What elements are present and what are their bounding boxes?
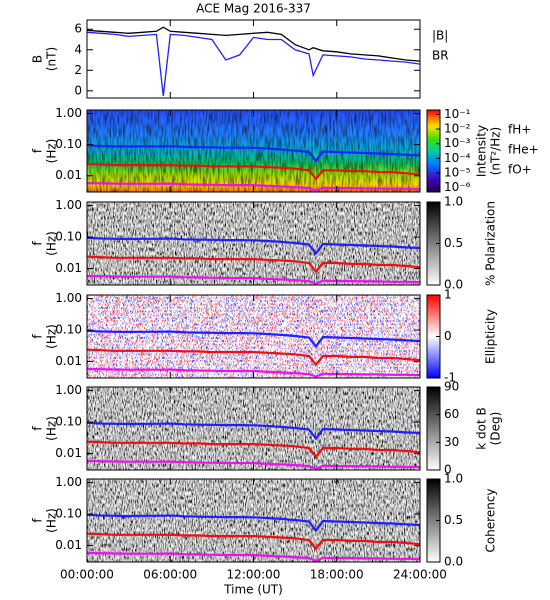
series-line bbox=[86, 31, 421, 96]
y-tick-label: 1.00 bbox=[55, 106, 82, 120]
colorbar-tick-label: 1 bbox=[444, 288, 452, 302]
y-axis-label: B bbox=[31, 55, 45, 63]
spectrogram-texture bbox=[87, 295, 420, 378]
y-axis-label: f bbox=[31, 148, 45, 153]
y-axis-label: f bbox=[31, 426, 45, 431]
y-tick-label: 0.01 bbox=[55, 446, 82, 460]
y-tick-label: 1.00 bbox=[55, 291, 82, 305]
y-axis-label: (Hz) bbox=[45, 231, 59, 256]
colorbar-tick-label: 0.0 bbox=[444, 555, 463, 569]
y-tick-label: 0.01 bbox=[55, 354, 82, 368]
y-axis-label: f bbox=[31, 241, 45, 246]
y-tick-label: 0.10 bbox=[55, 415, 82, 429]
spectrogram-texture bbox=[87, 479, 420, 562]
chart-title: ACE Mag 2016-337 bbox=[196, 2, 311, 16]
legend-entry: |B| bbox=[432, 29, 448, 43]
colorbar-tick-label: 10⁻¹ bbox=[444, 107, 471, 121]
y-axis-label: (nT) bbox=[45, 47, 59, 71]
colorbar-tick-label: 60 bbox=[444, 407, 459, 421]
series-line bbox=[86, 421, 421, 441]
y-tick-label: 6 bbox=[74, 22, 82, 36]
x-axis-label: Time (UT) bbox=[223, 583, 283, 597]
y-axis-label: (Hz) bbox=[45, 324, 59, 349]
colorbar-label: Ellipticity bbox=[484, 309, 498, 364]
x-tick-label: 12:00:00 bbox=[227, 568, 281, 582]
y-tick-label: 0.01 bbox=[55, 538, 82, 552]
x-tick-label: 00:00:00 bbox=[60, 568, 114, 582]
colorbar-tick-label: 0.5 bbox=[444, 236, 463, 250]
colorbar-tick-label: 0 bbox=[444, 463, 452, 477]
colorbar-label: k dot B bbox=[475, 407, 489, 449]
colorbar-label: Intensity bbox=[475, 125, 489, 177]
spectrogram-texture bbox=[87, 110, 420, 192]
colorbar-tick-label: 10⁻³ bbox=[444, 136, 471, 150]
y-axis-label: (Hz) bbox=[45, 416, 59, 441]
y-axis-label: (Hz) bbox=[45, 139, 59, 164]
y-axis-label: f bbox=[31, 334, 45, 339]
spectrogram-texture bbox=[87, 202, 420, 285]
y-tick-label: 0.01 bbox=[55, 261, 82, 275]
series-line bbox=[86, 348, 421, 367]
y-tick-label: 1.00 bbox=[55, 198, 82, 212]
series-line bbox=[86, 26, 421, 62]
legend-entry: fHe+ bbox=[508, 143, 539, 157]
series-line bbox=[86, 532, 421, 551]
colorbar-tick-label: 0 bbox=[444, 329, 452, 343]
colorbar-tick-label: 10⁻⁴ bbox=[444, 151, 471, 165]
series-line bbox=[86, 236, 421, 256]
y-tick-label: 2 bbox=[74, 63, 82, 77]
colorbar-tick-label: 30 bbox=[444, 435, 459, 449]
legend-entry: fH+ bbox=[508, 123, 531, 137]
y-tick-label: 4 bbox=[74, 42, 82, 56]
series-line bbox=[86, 459, 421, 470]
series-line bbox=[86, 367, 421, 378]
series-line bbox=[86, 182, 421, 192]
series-line bbox=[86, 440, 421, 459]
y-tick-label: 1.00 bbox=[55, 475, 82, 489]
series-line bbox=[86, 255, 421, 274]
colorbar-tick-label: 0.0 bbox=[444, 278, 463, 292]
y-tick-label: 0.10 bbox=[55, 323, 82, 337]
spectrogram-texture bbox=[87, 387, 420, 470]
colorbar-tick-label: 10⁻⁵ bbox=[444, 165, 471, 179]
series-line bbox=[86, 551, 421, 562]
series-line bbox=[86, 513, 421, 533]
colorbar-tick-label: -1 bbox=[444, 371, 456, 385]
legend-entry: BR bbox=[432, 49, 449, 63]
y-tick-label: 0.01 bbox=[55, 168, 82, 182]
colorbar-label: (nT²/Hz) bbox=[489, 127, 503, 175]
y-tick-label: 1.00 bbox=[55, 383, 82, 397]
series-line bbox=[86, 274, 421, 285]
colorbar-tick-label: 10⁻² bbox=[444, 122, 471, 136]
x-tick-label: 24:00:00 bbox=[393, 568, 447, 582]
y-tick-label: 0.10 bbox=[55, 507, 82, 521]
legend-entry: fO+ bbox=[508, 163, 532, 177]
x-tick-label: 18:00:00 bbox=[310, 568, 364, 582]
x-tick-label: 06:00:00 bbox=[143, 568, 197, 582]
colorbar-tick-label: 1.0 bbox=[444, 472, 463, 486]
colorbar bbox=[426, 386, 441, 471]
colorbar bbox=[426, 109, 441, 193]
series-line bbox=[86, 162, 421, 181]
colorbar-tick-label: 1.0 bbox=[444, 195, 463, 209]
y-tick-label: 0.10 bbox=[55, 230, 82, 244]
y-tick-label: 0 bbox=[74, 83, 82, 97]
series-line bbox=[86, 144, 421, 163]
colorbar-label: Coherency bbox=[484, 488, 498, 552]
colorbar-tick-label: 90 bbox=[444, 380, 459, 394]
series-line bbox=[86, 329, 421, 349]
colorbar-tick-label: 0.5 bbox=[444, 513, 463, 527]
y-axis-label: f bbox=[31, 518, 45, 523]
y-axis-label: (Hz) bbox=[45, 508, 59, 533]
y-tick-label: 0.10 bbox=[55, 137, 82, 151]
colorbar-tick-label: 10⁻⁶ bbox=[444, 180, 471, 194]
colorbar-label: % Polarization bbox=[484, 201, 498, 286]
colorbar-label: (Deg) bbox=[489, 412, 503, 446]
